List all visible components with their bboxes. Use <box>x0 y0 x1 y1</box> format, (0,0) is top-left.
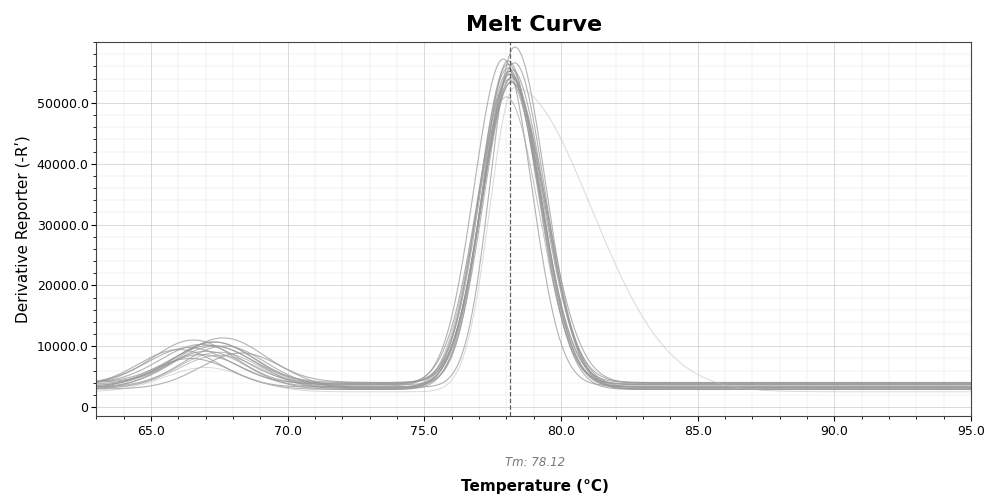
Y-axis label: Derivative Reporter (-Rʹ): Derivative Reporter (-Rʹ) <box>15 135 31 323</box>
Title: Melt Curve: Melt Curve <box>466 15 602 35</box>
Text: Temperature (°C): Temperature (°C) <box>461 479 609 494</box>
Text: Tm: 78.12: Tm: 78.12 <box>505 456 565 469</box>
